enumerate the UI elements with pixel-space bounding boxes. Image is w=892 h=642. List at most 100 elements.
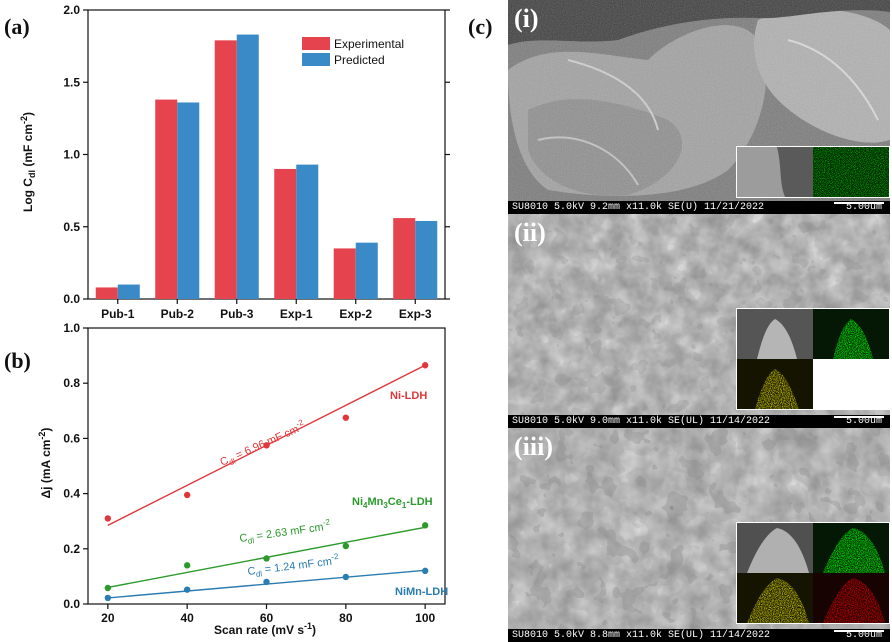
bar-experimental-pub-2: [155, 99, 178, 299]
point-ni-ldh-40: [183, 491, 191, 499]
x-tick-label-pub-1: Pub-1: [101, 307, 135, 321]
bar-chart-log-cdl: 0.0 0.5 1.0 1.5 2.0 Pub-1 Pub-2 Pub-3 Exp-1 Exp-2…: [19, 3, 450, 321]
bar-predicted-pub-3: [236, 34, 259, 299]
sem-scale-text-iii: 5.00um: [845, 630, 882, 641]
y-tick-label-b: 0.6: [63, 431, 80, 445]
bar-experimental-pub-3: [214, 40, 237, 299]
legend-swatch-predicted: [302, 53, 330, 66]
eds-map-iii-yellow: [737, 573, 813, 623]
x-tick-label-pub-3: Pub-3: [220, 307, 254, 321]
bar-experimental-exp-3: [393, 218, 416, 299]
sem-label-iii: (iii): [514, 432, 553, 461]
x-tick-label-b: 40: [180, 611, 194, 625]
y-tick-label-b: 0.2: [63, 542, 80, 556]
legend-label-predicted: Predicted: [334, 53, 385, 67]
annotation-cdl-nimn-ldh: Cdl = 1.24 mF cm-2: [247, 552, 341, 580]
y-tick-label-b: 0.4: [63, 487, 80, 501]
y-tick-label-a: 0.0: [63, 292, 80, 306]
panel-label-b: (b): [4, 348, 31, 373]
x-tick-label-exp-2: Exp-2: [339, 307, 372, 321]
x-tick-label-b: 80: [339, 611, 353, 625]
sem-scale-line-ii: [834, 416, 884, 418]
eds-inset-iii: [736, 522, 890, 624]
bar-experimental-pub-1: [95, 287, 118, 299]
sem-label-ii: (ii): [514, 218, 546, 247]
point-nimn-ldh-100: [421, 567, 429, 575]
scatter-chart-scan-rate: 0.0 0.2 0.4 0.6 0.8 1.0 20 40 60 80 100 Δj (mA cm-…: [37, 321, 448, 637]
sem-panel-i: (i) SU8010 5.0kV 9.2mm x11.0k SE(U) 11/2…: [508, 0, 890, 214]
y-tick-label-a: 0.5: [63, 220, 80, 234]
sem-info-text-iii: SU8010 5.0kV 8.8mm x11.0k SE(UL) 11/14/2…: [512, 630, 771, 641]
y-axis-label-a: Log Cdl (mF cm-2): [19, 112, 37, 212]
plot-frame-b: [87, 327, 446, 605]
y-tick-label-a: 2.0: [63, 3, 80, 17]
sem-scale-text-i: 5.00um: [845, 202, 882, 213]
bar-predicted-exp-3: [415, 220, 438, 299]
y-axis-label-b: Δj (mA cm-2): [37, 428, 53, 499]
sem-scale-line-iii: [834, 630, 884, 632]
point-nimn-ldh-20: [104, 594, 112, 602]
y-tick-label-b: 0.0: [63, 597, 80, 611]
point-series-1-80: [342, 542, 350, 550]
panel-label-a: (a): [4, 14, 30, 39]
x-tick-label-b: 60: [260, 611, 274, 625]
y-tick-label-a: 1.0: [63, 148, 80, 162]
eds-map-ii-gray: [737, 309, 813, 359]
point-nimn-ldh-60: [263, 578, 270, 586]
eds-map-i-gray: [737, 147, 813, 197]
sem-panel-ii: (ii) SU8010 5.0kV 9.0mm x11.0k SE(UL) 11…: [508, 214, 890, 428]
eds-map-iii-green: [813, 523, 889, 573]
series-label-ni-ldh: Ni-LDH: [390, 390, 427, 402]
bar-predicted-exp-2: [355, 242, 378, 299]
bar-predicted-exp-1: [296, 164, 319, 299]
eds-map-ii-green: [813, 309, 889, 359]
eds-map-ii-yellow: [737, 359, 813, 409]
point-nimn-ldh-40: [183, 586, 191, 593]
sem-panel-iii: (iii) SU8010 5.0kV 8.8mm x11.0k SE(UL) 1…: [508, 428, 890, 642]
point-series-1-20: [104, 584, 112, 592]
eds-map-iii-red: [813, 573, 889, 623]
sem-label-i: (i): [514, 4, 539, 33]
point-nimn-ldh-80: [342, 573, 350, 581]
point-series-1-40: [183, 562, 191, 569]
sem-info-bar-ii: SU8010 5.0kV 9.0mm x11.0k SE(UL) 11/14/2…: [508, 415, 890, 428]
bar-predicted-pub-1: [117, 284, 140, 299]
plot-frame-a: [87, 9, 446, 300]
point-ni-ldh-80: [342, 414, 350, 421]
x-tick-label-exp-1: Exp-1: [280, 307, 313, 321]
point-series-1-60: [263, 555, 270, 562]
sem-scale-text-ii: 5.00um: [845, 416, 882, 427]
legend-label-experimental: Experimental: [334, 37, 404, 51]
x-tick-label-pub-2: Pub-2: [161, 307, 195, 321]
panel-label-c: (c): [468, 14, 493, 39]
legend-a: Experimental Predicted: [302, 37, 404, 67]
x-tick-label-exp-3: Exp-3: [399, 307, 432, 321]
bar-experimental-exp-2: [333, 248, 356, 299]
sem-info-bar-iii: SU8010 5.0kV 8.8mm x11.0k SE(UL) 11/14/2…: [508, 629, 890, 642]
series-label-nimnce-ldh: Ni4Mn3Ce1-LDH: [352, 496, 433, 510]
sem-info-text-ii: SU8010 5.0kV 9.0mm x11.0k SE(UL) 11/14/2…: [512, 416, 771, 427]
x-axis-label-b: Scan rate (mV s-1): [214, 621, 316, 637]
eds-map-iii-gray: [737, 523, 813, 573]
y-tick-label-b: 0.8: [63, 376, 80, 390]
point-ni-ldh-100: [421, 362, 429, 369]
legend-swatch-experimental: [302, 37, 330, 50]
bar-experimental-exp-1: [274, 168, 297, 299]
sem-info-bar-i: SU8010 5.0kV 9.2mm x11.0k SE(U) 11/21/20…: [508, 201, 890, 214]
bar-predicted-pub-2: [177, 102, 200, 299]
y-tick-label-a: 1.5: [63, 75, 80, 89]
annotation-cdl-ni-ldh: Cdl = 6.96 mF cm-2: [217, 417, 308, 470]
y-tick-label-b: 1.0: [63, 321, 80, 335]
point-series-1-100: [421, 522, 429, 529]
x-tick-label-b: 100: [415, 611, 435, 625]
sem-scale-line-i: [834, 202, 884, 204]
eds-map-i-green: [813, 147, 889, 197]
eds-inset-i: [736, 146, 890, 198]
series-label-nimn-ldh: NiMn-LDH: [395, 586, 448, 598]
sem-info-text-i: SU8010 5.0kV 9.2mm x11.0k SE(U) 11/21/20…: [512, 202, 765, 213]
eds-inset-ii: [736, 308, 890, 410]
annotation-cdl-nimnce-ldh: Cdl = 2.63 mF cm-2: [238, 517, 332, 547]
point-ni-ldh-60: [263, 442, 270, 449]
point-ni-ldh-20: [104, 515, 112, 522]
x-tick-label-b: 20: [101, 611, 115, 625]
